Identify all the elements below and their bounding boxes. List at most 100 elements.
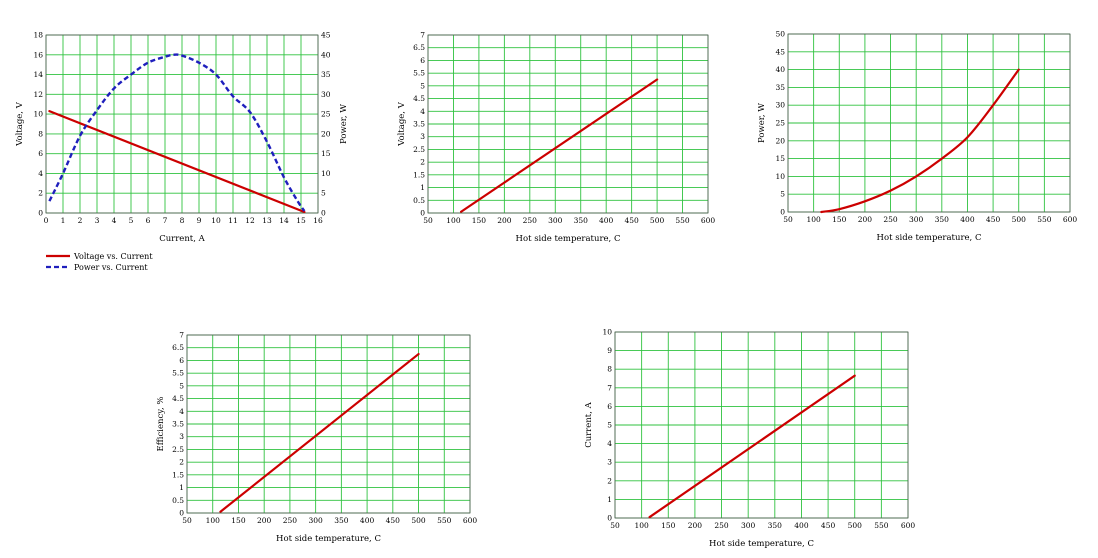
x-tick-label: 15: [296, 216, 306, 225]
y-tick-label: 4: [38, 169, 43, 178]
y-tick-label: 2: [38, 189, 43, 198]
x-tick-label: 450: [821, 521, 836, 530]
x-tick-label: 450: [386, 516, 401, 525]
plot-frame: [45, 34, 319, 214]
x-tick-label: 400: [960, 215, 975, 224]
y-tick-label: 3: [607, 458, 612, 467]
y-tick-label: 4: [179, 407, 184, 416]
y2-tick-label: 20: [321, 129, 331, 138]
y2-axis-label: Power, W: [339, 104, 349, 144]
y-tick-label: 4: [607, 439, 612, 448]
y2-tick-label: 45: [321, 31, 331, 40]
y-tick-label: 4.5: [172, 394, 184, 403]
y-tick-label: 1: [179, 483, 184, 492]
y2-tick-label: 40: [321, 50, 331, 59]
y-tick-label: 14: [33, 70, 43, 79]
y-tick-label: 3.5: [413, 120, 425, 129]
legend-entry: Power vs. Current: [74, 263, 148, 272]
x-tick-label: 500: [1012, 215, 1027, 224]
y2-tick-label: 30: [321, 90, 331, 99]
x-tick-label: 50: [610, 521, 620, 530]
chart-2: 50 100 150 200 250 300 350 400 450 500 550 600 0 0.5 1…: [397, 31, 715, 245]
x-axis-label: Current, A: [159, 234, 205, 244]
x-tick-label: 14: [279, 216, 289, 225]
series-line-1: [48, 110, 306, 214]
y-tick-label: 2: [179, 458, 184, 467]
x-tick-label: 550: [874, 521, 889, 530]
y-tick-label: 5: [780, 190, 785, 199]
y-tick-label: 6.5: [172, 343, 184, 352]
y-tick-label: 6: [38, 149, 43, 158]
y-tick-label: 3.5: [172, 420, 184, 429]
x-tick-label: 600: [701, 216, 716, 225]
x-tick-label: 600: [463, 516, 478, 525]
x-tick-label: 200: [257, 516, 272, 525]
x-tick-label: 50: [423, 216, 433, 225]
x-tick-label: 16: [313, 216, 323, 225]
x-tick-label: 9: [197, 216, 202, 225]
x-tick-label: 450: [624, 216, 639, 225]
x-axis-label: Hot side temperature, C: [516, 234, 621, 244]
x-tick-label: 50: [783, 215, 793, 224]
x-tick-label: 550: [675, 216, 690, 225]
legend-entry: Voltage vs. Current: [73, 252, 153, 261]
x-tick-label: 350: [768, 521, 783, 530]
x-tick-label: 250: [883, 215, 898, 224]
y-tick-label: 6: [420, 56, 425, 65]
x-tick-label: 400: [599, 216, 614, 225]
x-tick-label: 300: [909, 215, 924, 224]
plot-frame: [787, 33, 1071, 213]
x-tick-label: 100: [446, 216, 461, 225]
y-tick-label: 20: [775, 136, 785, 145]
x-tick-label: 300: [548, 216, 563, 225]
y-tick-label: 18: [33, 31, 43, 40]
x-tick-label: 1: [61, 216, 66, 225]
plot-frame: [427, 34, 709, 214]
series-line-1: [648, 374, 856, 519]
y-tick-label: 0: [780, 208, 785, 217]
y-tick-label: 10: [775, 172, 785, 181]
plot-frame: [614, 331, 909, 519]
y-tick-label: 5.5: [413, 69, 425, 78]
x-tick-label: 500: [650, 216, 665, 225]
x-tick-label: 2: [78, 216, 83, 225]
y-tick-label: 7: [420, 31, 425, 40]
x-tick-label: 500: [848, 521, 863, 530]
plot-frame: [186, 334, 471, 514]
y-tick-label: 2: [420, 158, 425, 167]
x-tick-label: 11: [228, 216, 238, 225]
y-tick-label: 5: [179, 381, 184, 390]
x-tick-label: 150: [231, 516, 246, 525]
x-tick-label: 12: [245, 216, 255, 225]
y-axis-label: Voltage, V: [397, 101, 407, 147]
y2-tick-label: 35: [321, 70, 331, 79]
x-tick-label: 8: [180, 216, 185, 225]
y-tick-label: 3: [179, 432, 184, 441]
y-tick-label: 50: [775, 30, 785, 39]
chart-4: 50 100 150 200 250 300 350 400 450 500 550 600 0 0.5 1…: [156, 331, 477, 545]
y-tick-label: 8: [607, 365, 612, 374]
x-tick-label: 100: [206, 516, 221, 525]
y-tick-label: 1.5: [172, 470, 184, 479]
x-tick-label: 150: [832, 215, 847, 224]
y-tick-label: 6.5: [413, 43, 425, 52]
y-tick-label: 8: [38, 129, 43, 138]
x-tick-label: 0: [44, 216, 49, 225]
y-tick-label: 16: [33, 50, 43, 59]
y-tick-label: 6: [607, 402, 612, 411]
y-tick-label: 40: [775, 65, 785, 74]
x-tick-label: 200: [858, 215, 873, 224]
x-tick-label: 300: [308, 516, 323, 525]
x-tick-label: 250: [714, 521, 729, 530]
y2-tick-label: 25: [321, 110, 331, 119]
chart-1: 0 1 2 3 4 5 6 7 8 9 10 11 12 13 14 15 160246810121416180…: [15, 31, 349, 273]
y-tick-label: 10: [602, 328, 612, 337]
y-tick-label: 0.5: [413, 196, 425, 205]
y-tick-label: 4.5: [413, 94, 425, 103]
x-tick-label: 550: [1037, 215, 1052, 224]
x-tick-label: 500: [411, 516, 426, 525]
x-axis-label: Hot side temperature, C: [709, 539, 814, 549]
series-line-2: [48, 53, 306, 212]
y-tick-label: 2: [607, 476, 612, 485]
